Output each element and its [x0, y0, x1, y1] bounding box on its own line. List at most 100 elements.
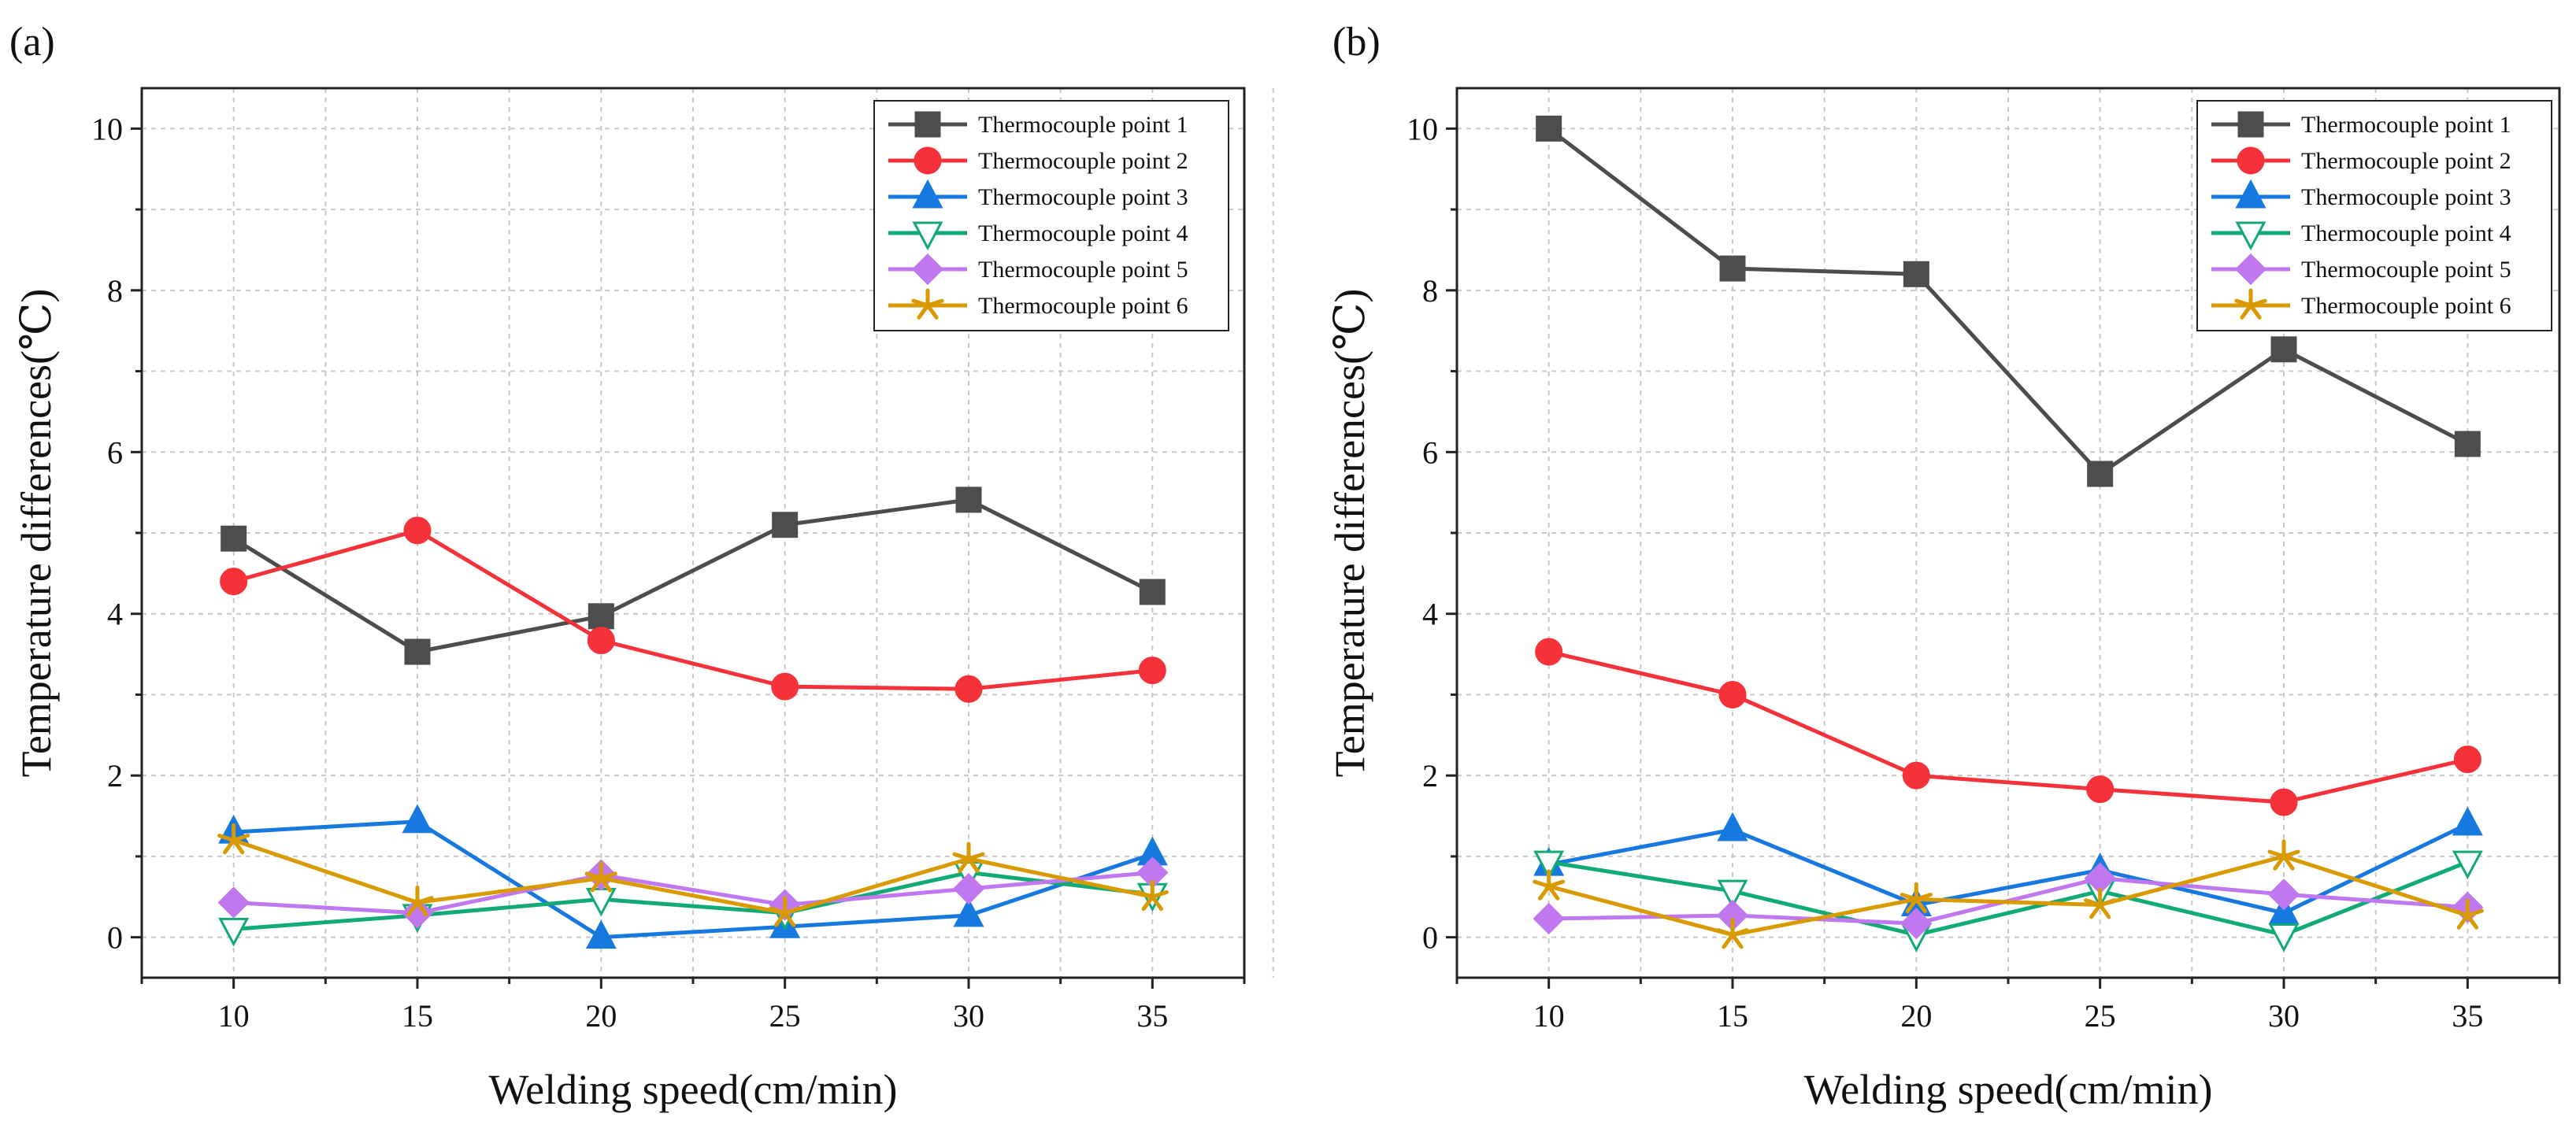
data-point [2270, 788, 2298, 816]
data-point [955, 486, 982, 513]
legend-label: Thermocouple point 1 [978, 112, 1188, 138]
legend-label: Thermocouple point 1 [2301, 112, 2511, 138]
series-line [233, 819, 1154, 940]
data-point [2270, 336, 2297, 363]
data-point [2267, 839, 2300, 871]
y-tick-label: 6 [107, 435, 123, 470]
y-tick-label: 6 [1422, 435, 1438, 470]
data-point [1716, 918, 1749, 949]
legend-label: Thermocouple point 6 [978, 293, 1188, 319]
legend: Thermocouple point 1 Thermocouple point 2… [2196, 100, 2552, 331]
data-point [220, 568, 248, 596]
x-tick-label: 10 [218, 998, 250, 1034]
x-tick-label: 20 [1900, 998, 1932, 1034]
data-point [1717, 812, 1748, 842]
legend-item: Thermocouple point 2 [2211, 146, 2511, 175]
x-tick-label: 30 [2268, 998, 2300, 1034]
legend-label: Thermocouple point 2 [2301, 148, 2511, 174]
series-line [1548, 860, 2469, 938]
legend-marker [2234, 288, 2267, 320]
x-axis-title: Welding speed(cm/min) [488, 1066, 897, 1113]
x-tick-label: 25 [769, 998, 801, 1034]
legend-marker [912, 179, 943, 209]
series-1 [1536, 115, 2481, 487]
y-tick-label: 0 [107, 920, 123, 956]
legend-label: Thermocouple point 5 [2301, 257, 2511, 283]
data-point [769, 896, 802, 927]
data-point [2268, 923, 2300, 952]
legend-item: Thermocouple point 1 [888, 111, 1188, 138]
legend-item: Thermocouple point 5 [2211, 253, 2511, 286]
series-5 [217, 856, 1169, 929]
data-point [954, 675, 983, 703]
data-point [1139, 579, 1166, 605]
legend-label: Thermocouple point 2 [978, 148, 1188, 174]
data-point [1533, 869, 1566, 901]
legend-item: Thermocouple point 3 [888, 179, 1188, 210]
data-point [401, 885, 434, 917]
data-point [2452, 806, 2483, 836]
data-point [1533, 850, 1565, 880]
data-point [771, 672, 799, 701]
legend-item: Thermocouple point 1 [2211, 111, 2511, 138]
legend-label: Thermocouple point 5 [978, 257, 1188, 283]
data-point [217, 886, 250, 919]
x-tick-label: 15 [402, 998, 433, 1034]
data-point [2452, 850, 2483, 880]
data-point [1717, 879, 1748, 909]
legend: Thermocouple point 1 Thermocouple point 2… [873, 100, 1229, 331]
data-point [772, 512, 799, 538]
series-line [232, 528, 1153, 691]
y-tick-label: 8 [1422, 273, 1438, 309]
data-point [2267, 879, 2300, 911]
legend-marker [2237, 111, 2264, 138]
legend-label: Thermocouple point 4 [2301, 220, 2511, 246]
y-tick-label: 4 [1422, 597, 1438, 632]
chart-panel-b: (b) 10 15 20 25 30 35 0 2 4 6 8 10 Welding speed(cm/m… [1272, 20, 2561, 1113]
legend-label: Thermocouple point 3 [978, 184, 1188, 210]
x-axis-title: Welding speed(cm/min) [1803, 1066, 2212, 1113]
legend-marker [911, 253, 944, 286]
data-point [584, 861, 617, 893]
data-point [953, 897, 984, 927]
legend-item: Thermocouple point 5 [888, 253, 1188, 286]
data-point [585, 919, 617, 949]
data-point [221, 525, 247, 552]
data-point [2087, 461, 2114, 487]
y-tick-label: 10 [91, 111, 123, 146]
data-point [2451, 898, 2484, 930]
legend-marker [914, 146, 942, 175]
y-tick-label: 0 [1422, 920, 1438, 956]
data-point [2086, 775, 2115, 804]
series-line [1547, 127, 2469, 476]
x-tick-label: 35 [2452, 998, 2483, 1034]
series-2 [220, 516, 1166, 703]
series-line [232, 838, 1153, 916]
legend-label: Thermocouple point 6 [2301, 293, 2511, 319]
legend-item: Thermocouple point 6 [2211, 288, 2511, 320]
data-point [1903, 261, 1929, 287]
data-point [2453, 745, 2481, 774]
y-tick-label: 8 [107, 273, 123, 309]
y-tick-label: 4 [107, 597, 123, 632]
legend-box [873, 100, 1229, 331]
x-tick-label: 30 [953, 998, 984, 1034]
legend-marker [914, 111, 941, 138]
legend-item: Thermocouple point 3 [2211, 179, 2511, 210]
data-point [1535, 638, 1563, 666]
legend-item: Thermocouple point 4 [2211, 220, 2511, 251]
data-point [587, 603, 614, 630]
data-point [404, 638, 431, 665]
panel-label: (b) [1332, 20, 1381, 65]
y-tick-label: 2 [1422, 758, 1438, 793]
series-line [1548, 649, 2468, 805]
series-6 [1533, 839, 2484, 949]
data-point [1718, 680, 1747, 708]
data-point [401, 897, 434, 929]
legend-marker [2235, 179, 2267, 209]
data-point [952, 872, 985, 905]
data-point [1136, 879, 1169, 912]
y-tick-label: 2 [107, 758, 123, 793]
panel-label: (a) [9, 20, 55, 65]
